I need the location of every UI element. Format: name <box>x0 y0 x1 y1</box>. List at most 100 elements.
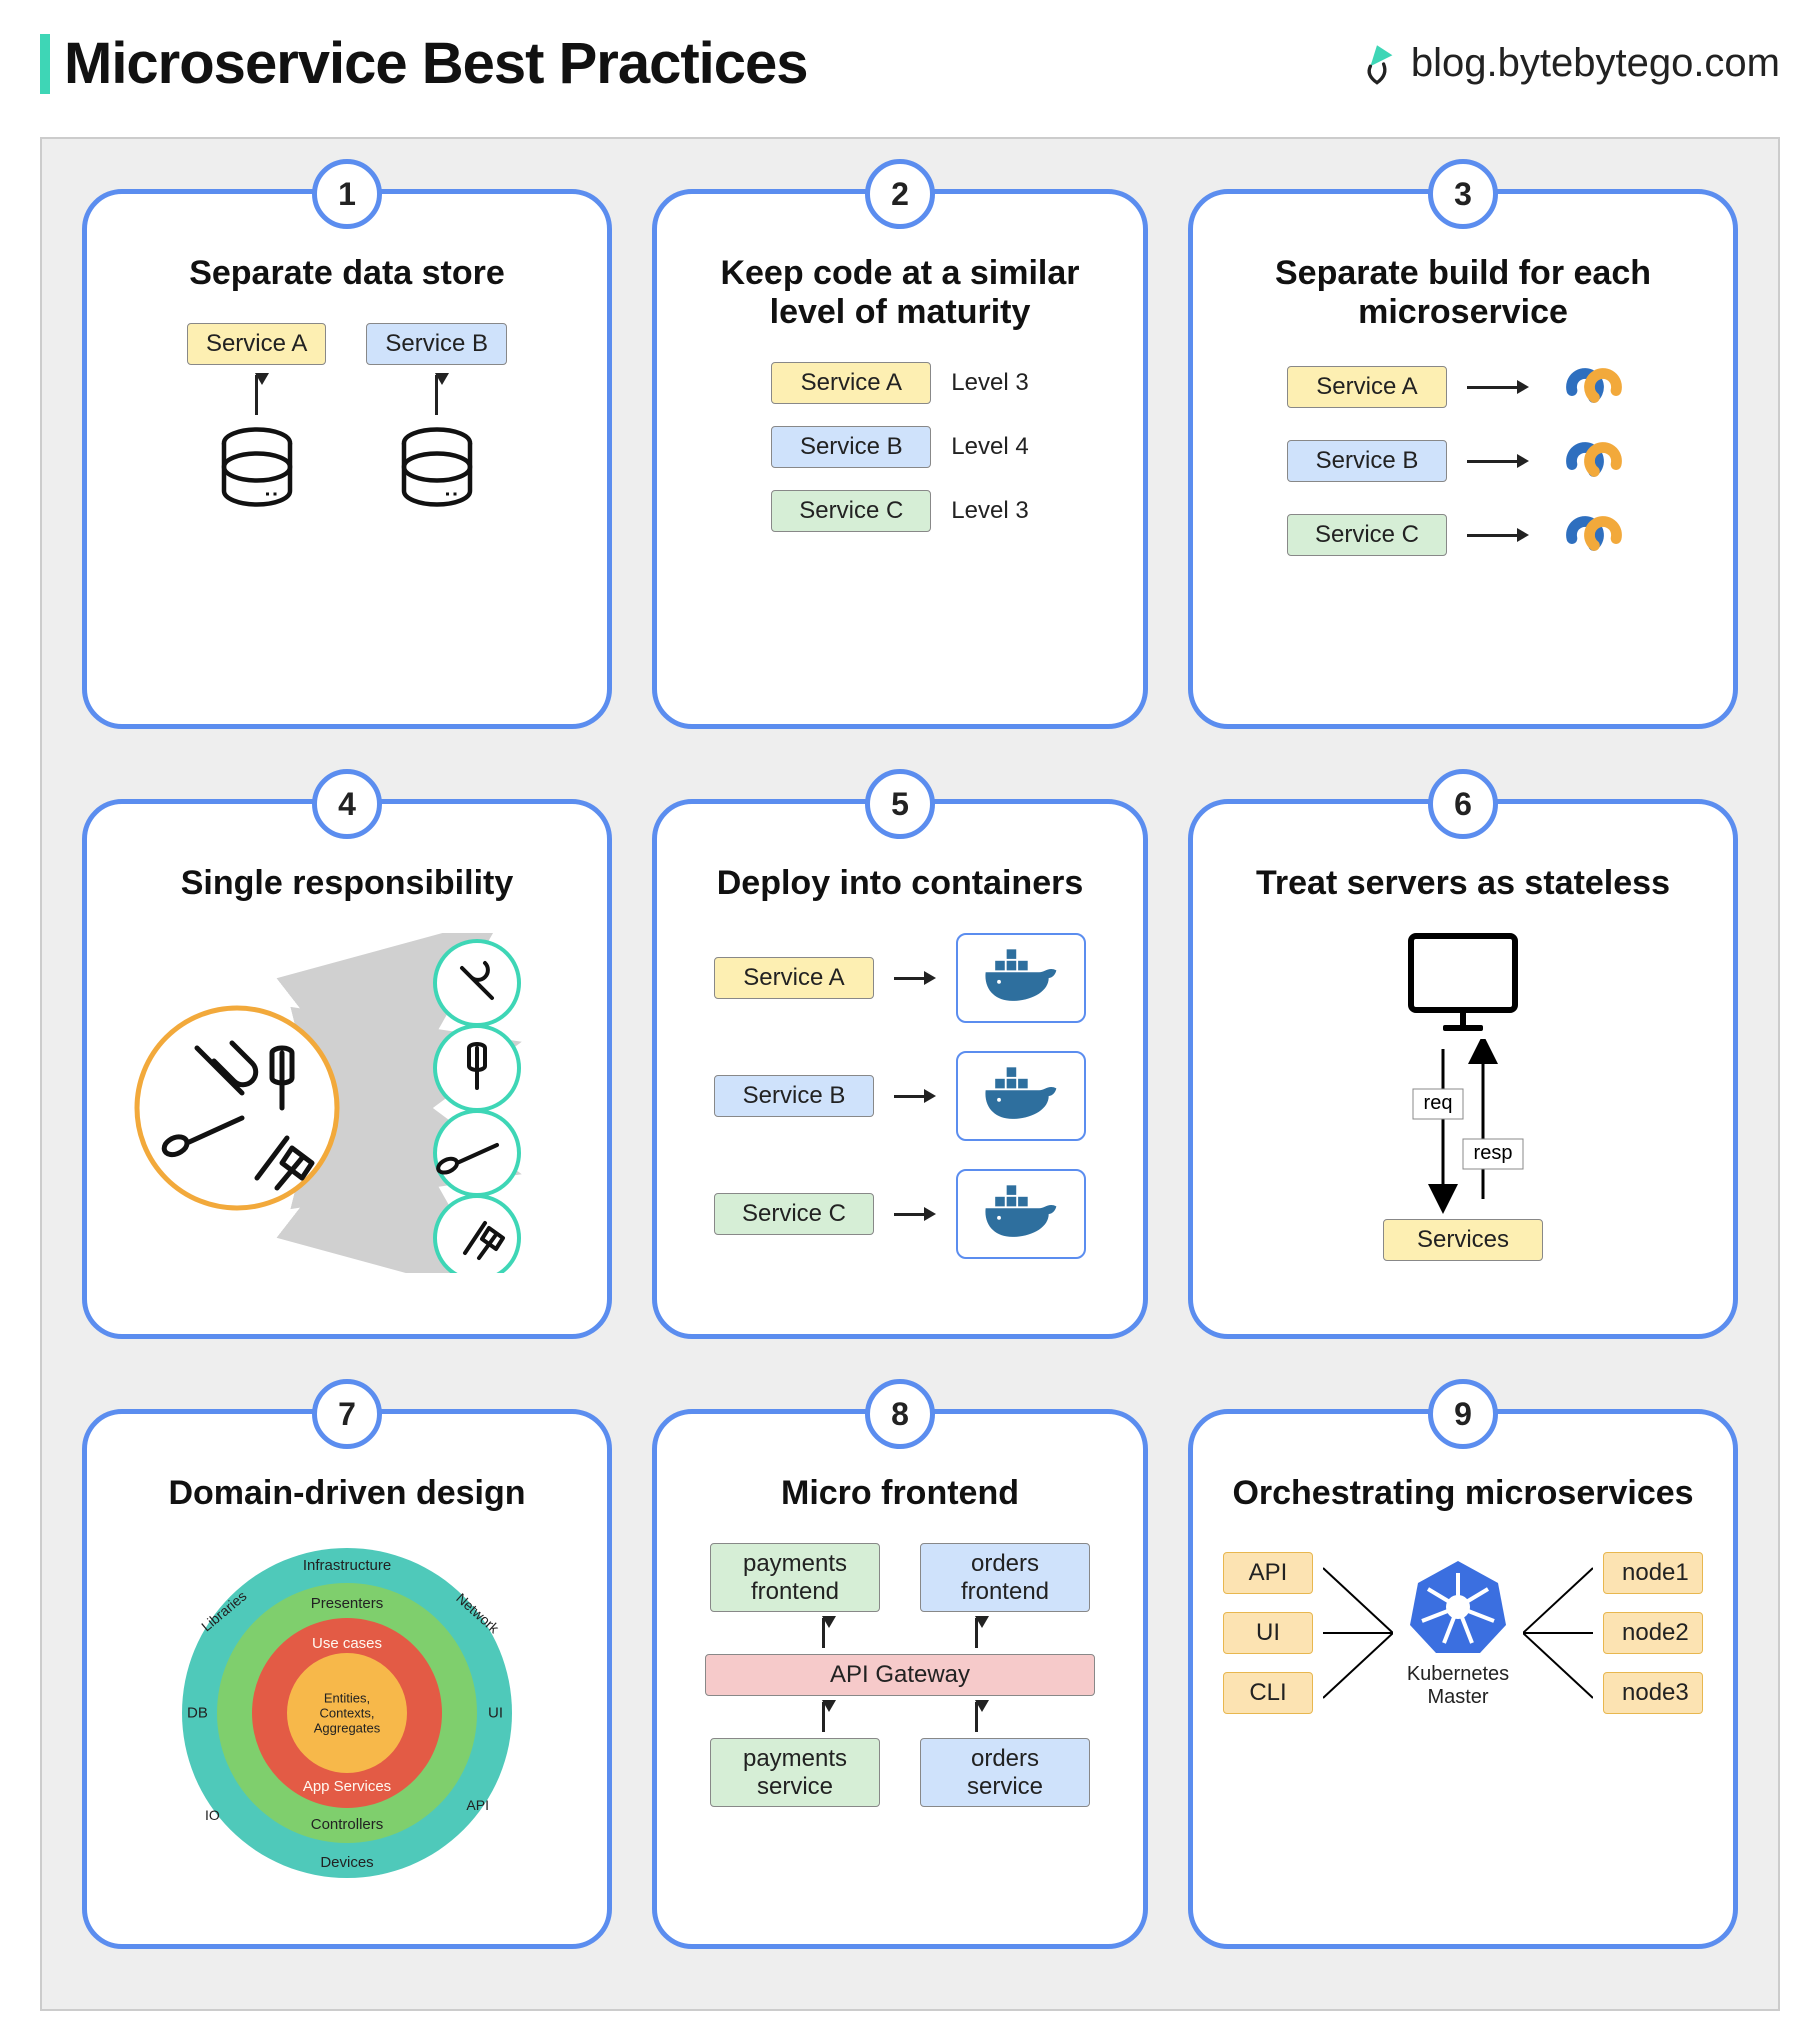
ring-label: Controllers <box>311 1816 384 1833</box>
card-7-title: Domain-driven design <box>117 1474 577 1513</box>
badge-3: 3 <box>1428 159 1498 229</box>
lines-left <box>1323 1543 1393 1723</box>
outer-label: DB <box>187 1705 208 1722</box>
card-1-title: Separate data store <box>117 254 577 293</box>
card-1: 1 Separate data store Service A Service … <box>82 189 612 729</box>
service-box: Service A <box>771 362 931 404</box>
card-6-title: Treat servers as stateless <box>1223 864 1703 903</box>
card-2-title: Keep code at a similar level of maturity <box>687 254 1113 332</box>
outer-label: API <box>466 1797 489 1813</box>
card-2-body: Service A Level 3 Service B Level 4 Servic… <box>687 362 1113 532</box>
card-3-body: Service A Service B Service C <box>1223 362 1703 560</box>
service-box: Service B <box>1287 440 1447 482</box>
frontend-box: orders frontend <box>920 1543 1090 1612</box>
ring-label: Devices <box>320 1854 373 1871</box>
client-box: API <box>1223 1552 1313 1594</box>
k8s-label: Kubernetes Master <box>1403 1663 1513 1709</box>
page-title: Microservice Best Practices <box>64 30 808 97</box>
badge-9: 9 <box>1428 1379 1498 1449</box>
arrow-right-icon <box>894 1089 936 1103</box>
arrow-right-icon <box>1467 454 1529 468</box>
service-box: Service C <box>771 490 931 532</box>
outer-label: UI <box>488 1705 503 1722</box>
badge-5: 5 <box>865 769 935 839</box>
arrow-right-icon <box>894 1207 936 1221</box>
service-box: Service C <box>714 1193 874 1235</box>
arrow-right-icon <box>1467 380 1529 394</box>
service-box: Service C <box>1287 514 1447 556</box>
container-box <box>956 1169 1086 1259</box>
arrow-right-icon <box>894 971 936 985</box>
service-box: Service A <box>714 957 874 999</box>
container-box <box>956 933 1086 1023</box>
container-box <box>956 1051 1086 1141</box>
devops-infinity-icon <box>1549 510 1639 560</box>
badge-8: 8 <box>865 1379 935 1449</box>
resp-label: resp <box>1474 1142 1513 1164</box>
level-label: Level 4 <box>951 433 1028 461</box>
ring-label: Use cases <box>312 1635 382 1652</box>
service-box: orders service <box>920 1738 1090 1807</box>
card-4-title: Single responsibility <box>117 864 577 903</box>
card-2: 2 Keep code at a similar level of maturi… <box>652 189 1148 729</box>
docker-whale-icon <box>978 948 1064 1008</box>
req-resp-arrows: req resp <box>1363 1039 1563 1219</box>
level-label: Level 3 <box>951 369 1028 397</box>
level-label: Level 3 <box>951 497 1028 525</box>
accent-bar <box>40 34 50 94</box>
card-3-title: Separate build for each microservice <box>1223 254 1703 332</box>
arrow-down-icon <box>822 1702 825 1732</box>
service-box: Service B <box>714 1075 874 1117</box>
arrow-down-icon <box>975 1618 978 1648</box>
card-9: 9 Orchestrating microservices API UI CLI <box>1188 1409 1738 1949</box>
arrow-down-icon <box>435 375 438 415</box>
badge-7: 7 <box>312 1379 382 1449</box>
source: blog.bytebytego.com <box>1355 41 1780 86</box>
badge-6: 6 <box>1428 769 1498 839</box>
card-7: 7 Domain-driven design Entities, Context… <box>82 1409 612 1949</box>
service-box: payments service <box>710 1738 880 1807</box>
monitor-icon <box>1408 933 1518 1013</box>
ring-label: App Services <box>303 1778 391 1795</box>
card-4: 4 Single responsibility <box>82 799 612 1339</box>
card-9-title: Orchestrating microservices <box>1223 1474 1703 1513</box>
card-8: 8 Micro frontend payments frontend order… <box>652 1409 1148 1949</box>
kubernetes-icon <box>1408 1557 1508 1657</box>
arrow-down-icon <box>975 1702 978 1732</box>
client-box: UI <box>1223 1612 1313 1654</box>
ring-label: Presenters <box>311 1595 384 1612</box>
card-4-body <box>117 933 577 1273</box>
card-9-body: API UI CLI <box>1223 1543 1703 1723</box>
card-5-body: Service A Service B <box>687 933 1113 1259</box>
card-8-title: Micro frontend <box>687 1474 1113 1513</box>
header: Microservice Best Practices blog.bytebyt… <box>40 30 1780 97</box>
card-6: 6 Treat servers as stateless req resp Se… <box>1188 799 1738 1339</box>
node-box: node3 <box>1603 1672 1703 1714</box>
services-box: Services <box>1383 1219 1543 1261</box>
node-box: node2 <box>1603 1612 1703 1654</box>
devops-infinity-icon <box>1549 436 1639 486</box>
card-6-body: req resp Services <box>1223 933 1703 1261</box>
ddd-onion-diagram: Entities, Contexts, Aggregates Use cases… <box>177 1543 517 1883</box>
devops-infinity-icon <box>1549 362 1639 412</box>
arrow-down-icon <box>822 1618 825 1648</box>
ring-label: Infrastructure <box>303 1557 391 1574</box>
single-responsibility-diagram <box>117 933 577 1273</box>
service-box: Service B <box>771 426 931 468</box>
gateway-box: API Gateway <box>705 1654 1095 1696</box>
card-8-body: payments frontend orders frontend API Ga… <box>687 1543 1113 1807</box>
database-icon <box>392 425 482 515</box>
client-box: CLI <box>1223 1672 1313 1714</box>
database-icon <box>212 425 302 515</box>
docker-whale-icon <box>978 1184 1064 1244</box>
req-label: req <box>1424 1092 1453 1114</box>
lines-right <box>1523 1543 1593 1723</box>
grid: 1 Separate data store Service A Service … <box>82 189 1738 1949</box>
card-5: 5 Deploy into containers Service A Servi… <box>652 799 1148 1339</box>
logo-icon <box>1355 42 1399 86</box>
card-7-body: Entities, Contexts, Aggregates Use cases… <box>117 1543 577 1883</box>
badge-1: 1 <box>312 159 382 229</box>
grid-outer: 1 Separate data store Service A Service … <box>40 137 1780 2011</box>
arrow-down-icon <box>255 375 258 415</box>
service-a-box: Service A <box>187 323 326 365</box>
